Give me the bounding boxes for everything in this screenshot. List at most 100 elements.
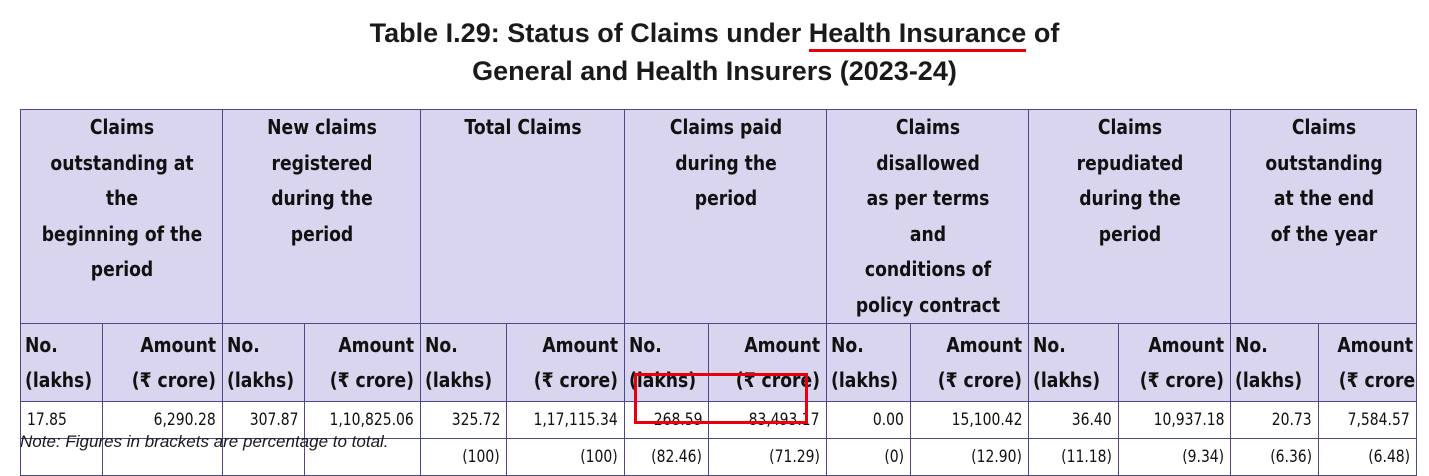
table-cell: 10,937.18 <box>1118 401 1232 439</box>
group-1-line-2: during the period <box>270 186 373 246</box>
header-claims-repudiated: Claims repudiated during the period <box>1042 109 1217 324</box>
group-4-line-2: conditions of <box>864 257 991 281</box>
table-cell: 20.73 <box>1230 401 1320 439</box>
cell-value: 36.40 <box>1072 410 1113 430</box>
subheader-amount-6: Amount (₹ crore) <box>1318 323 1418 402</box>
subheader-amount-line: Amount <box>542 332 619 357</box>
subheader-no-4: No. (lakhs) <box>826 323 912 402</box>
title-text-end: of <box>1026 18 1060 48</box>
subheader-no-2: No. (lakhs) <box>420 323 507 402</box>
subheader-amount-5: Amount (₹ crore) <box>1118 323 1232 402</box>
cell-value: 7,584.57 <box>1347 410 1411 430</box>
cell-value: 325.72 <box>451 410 500 430</box>
cell-value: 1,10,825.06 <box>329 410 414 430</box>
cell-value: 6,290.28 <box>153 410 216 430</box>
header-claims-paid: Claims paid during the period <box>638 109 813 324</box>
subheader-no-line: (lakhs) <box>425 367 493 392</box>
subheader-amount-line: (₹ crore) <box>937 367 1023 392</box>
subheader-no-3: No. (lakhs) <box>624 323 710 402</box>
table-cell: 17.85 <box>20 401 103 439</box>
subheader-no-line: No. <box>25 332 58 357</box>
cell-value: (0) <box>884 447 905 467</box>
header-claims-outstanding-beginning: Claims outstanding at the beginning of the… <box>34 109 209 324</box>
group-4-line-1: as per terms and <box>866 186 989 246</box>
subheader-amount-line: (₹ crore) <box>1139 367 1225 392</box>
cell-value: 1,17,115.34 <box>533 410 619 430</box>
subheader-amount-line: Amount <box>946 332 1023 357</box>
table-note: Note: Figures in brackets are percentage… <box>20 432 389 451</box>
subheader-amount-line: Amount <box>338 332 414 357</box>
subheader-no-5: No. (lakhs) <box>1028 323 1120 402</box>
group-4-line-3: policy contract <box>855 292 1000 317</box>
subheader-no-line: No. <box>425 332 458 357</box>
subheader-amount-line: Amount <box>1148 332 1225 357</box>
table-cell: (71.29) <box>708 438 828 476</box>
table-cell: 83,493.17 <box>708 401 828 439</box>
subheader-no-line: (lakhs) <box>227 367 295 392</box>
subheader-amount-line: (₹ crore) <box>329 367 414 392</box>
table-cell: 268.59 <box>624 401 710 439</box>
table-cell: (6.36) <box>1230 438 1320 476</box>
subheader-amount-3: Amount (₹ crore) <box>708 323 828 402</box>
table-cell: 36.40 <box>1028 401 1120 439</box>
header-claims-outstanding-end: Claims outstanding at the end of the year <box>1243 109 1404 324</box>
subheader-amount-line: Amount <box>1337 332 1414 357</box>
header-total-claims: Total Claims <box>434 109 611 324</box>
cell-value: (71.29) <box>769 447 821 467</box>
table-cell: (6.48) <box>1318 438 1418 476</box>
group-6-line-3: of the year <box>1270 221 1377 246</box>
subheader-amount-line: Amount <box>140 332 216 357</box>
table-cell: 325.72 <box>420 401 507 439</box>
cell-value: (100) <box>580 447 619 467</box>
subheader-amount-1: Amount (₹ crore) <box>304 323 421 402</box>
subheader-no-line: No. <box>1033 332 1066 357</box>
table-cell: (82.46) <box>624 438 710 476</box>
title-text-start: Table I.29: Status of Claims under <box>369 18 809 48</box>
subheader-amount-0: Amount (₹ crore) <box>102 323 223 402</box>
cell-value: 20.73 <box>1272 410 1313 430</box>
group-5-line-1: repudiated <box>1076 150 1183 175</box>
cell-value: 268.59 <box>653 410 703 430</box>
subheader-amount-line: (₹ crore) <box>533 367 619 392</box>
cell-value: (12.90) <box>971 447 1023 467</box>
subheader-no-line: No. <box>629 332 662 357</box>
group-0-line-3: period <box>90 257 153 281</box>
cell-value: (9.34) <box>1182 447 1225 467</box>
group-1-line-0: New claims <box>266 115 377 139</box>
group-5-line-0: Claims <box>1097 115 1162 139</box>
cell-value: 83,493.17 <box>749 410 821 430</box>
group-6-line-0: Claims <box>1291 115 1356 139</box>
table-cell: (100) <box>420 438 507 476</box>
subheader-no-line: (lakhs) <box>1033 367 1101 392</box>
subheader-no-line: No. <box>831 332 864 357</box>
cell-value: (6.48) <box>1368 447 1411 467</box>
group-header-row: Claims outstanding at the beginning of the… <box>20 109 1417 324</box>
subheader-no-line: (lakhs) <box>831 367 899 392</box>
subheader-amount-line: (₹ crore) <box>735 367 821 392</box>
cell-value: 10,937.18 <box>1153 410 1225 430</box>
cell-value: 307.87 <box>249 410 298 430</box>
table-cell: 1,10,825.06 <box>304 401 421 439</box>
cell-value: (6.36) <box>1270 447 1313 467</box>
subheader-no-line: (lakhs) <box>629 367 697 392</box>
group-2-line-0: Total Claims <box>463 115 582 139</box>
subheader-no-6: No. (lakhs) <box>1230 323 1320 402</box>
claims-status-table: Claims outstanding at the beginning of the… <box>20 109 1418 476</box>
cell-value: 0.00 <box>872 410 905 430</box>
subheader-amount-2: Amount (₹ crore) <box>505 323 626 402</box>
title-line-1: Table I.29: Status of Claims under Healt… <box>0 14 1429 52</box>
table-cell: (0) <box>826 438 912 476</box>
cell-value: (11.18) <box>1061 447 1113 467</box>
subheader-no-0: No. (lakhs) <box>20 323 103 402</box>
table-cell: 6,290.28 <box>102 401 223 439</box>
group-5-line-2: during the period <box>1078 186 1181 246</box>
subheader-amount-line: Amount <box>744 332 821 357</box>
table-cell: (100) <box>505 438 626 476</box>
table-cell: (12.90) <box>910 438 1030 476</box>
group-4-line-0: Claims disallowed <box>875 115 980 175</box>
group-0-line-0: Claims <box>89 115 154 139</box>
table-cell: 0.00 <box>826 401 912 439</box>
subheader-no-1: No. (lakhs) <box>222 323 305 402</box>
header-new-claims: New claims registered during the period <box>235 109 408 324</box>
header-claims-disallowed: Claims disallowed as per terms and conditi… <box>840 109 1015 324</box>
